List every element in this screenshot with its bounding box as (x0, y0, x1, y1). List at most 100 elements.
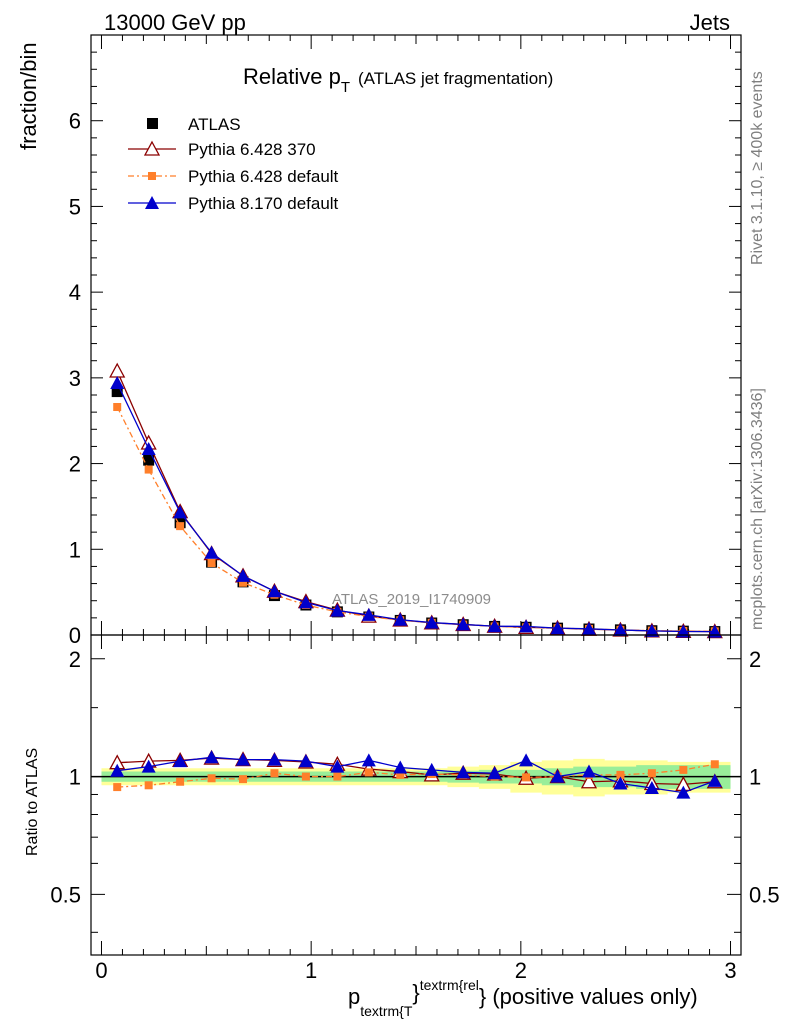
main-y-tick-label: 1 (69, 537, 81, 562)
ratio-point-pythia-6-428-default (301, 772, 310, 781)
ratio-series-pythia-8-170-default (110, 750, 722, 799)
ratio-point-pythia-8-170-default (173, 754, 188, 768)
x-tick-label: 2 (515, 958, 527, 983)
chart-title-subscript: T (341, 79, 350, 96)
ratio-point-pythia-6-428-default (207, 774, 216, 783)
ratio-point-pythia-8-170-default (393, 760, 408, 774)
data-point-pythia-8-170-default (267, 584, 282, 598)
ratio-point-pythia-6-428-default (364, 768, 373, 777)
ratio-y-axis-label: Ratio to ATLAS (24, 748, 41, 856)
ratio-point-pythia-8-170-default (267, 752, 282, 766)
ratio-point-pythia-8-170-default (456, 765, 471, 779)
x-axis-label-subscript: textrm{T (360, 1003, 413, 1019)
ratio-point-pythia-8-170-default (550, 769, 565, 783)
ratio-point-pythia-8-170-default (487, 766, 502, 780)
ratio-point-pythia-6-428-default (647, 769, 656, 778)
x-tick-label: 0 (95, 958, 107, 983)
ratio-point-pythia-8-170-default (613, 776, 628, 790)
ratio-line-pythia-8-170-default (117, 756, 716, 794)
x-axis-label-tail: } (positive values only) (479, 984, 698, 1009)
legend-marker-atlas (147, 118, 158, 129)
data-point-pythia-8-170-default (141, 442, 156, 455)
x-tick-label: 1 (305, 958, 317, 983)
ratio-point-pythia-8-170-default (110, 763, 125, 777)
x-axis-label: ptextrm{T}textrm{rel} (positive values o… (348, 977, 698, 1019)
x-tick-labels: 0 1 2 3 (95, 958, 736, 983)
ratio-point-pythia-6-428-default (239, 775, 248, 784)
data-point-pythia-8-170-default (393, 612, 408, 626)
mcplots-label: mcplots.cern.ch [arXiv:1306.3436] (749, 388, 766, 630)
analysis-watermark: ATLAS_2019_I1740909 (332, 591, 491, 608)
ratio-point-pythia-6-428-default (396, 770, 405, 779)
x-axis-label-main: p (348, 984, 360, 1009)
legend-label-atlas: ATLAS (188, 115, 241, 134)
ratio-point-pythia-8-170-default (361, 753, 376, 767)
ratio-point-pythia-8-170-default (424, 762, 439, 776)
data-point-pythia-6-428-370 (109, 362, 126, 378)
ratio-point-pythia-8-170-default (236, 752, 251, 766)
main-panel: 0 1 2 3 4 5 6 fraction/bin Relative pT (ATLAS j… (16, 34, 742, 648)
data-point-pythia-6-428-default (207, 559, 216, 567)
energy-label: 13000 GeV pp (104, 10, 246, 35)
data-point-pythia-6-428-default (144, 465, 153, 474)
ratio-point-pythia-8-170-default (204, 750, 219, 764)
ratio-y-tick-label: 0.5 (50, 882, 81, 907)
data-point-pythia-8-170-default (456, 617, 471, 631)
ratio-point-pythia-8-170-default (141, 759, 156, 773)
data-point-pythia-8-170-default (236, 568, 251, 582)
ratio-point-pythia-6-428-default (616, 770, 625, 779)
main-y-tick-label: 4 (69, 280, 81, 305)
ratio-y-tick-labels: 0.5 1 2 (50, 647, 81, 908)
ratio-point-pythia-6-428-default (176, 777, 185, 786)
main-y-tick-label: 2 (69, 452, 81, 477)
ratio-point-pythia-6-428-default (333, 772, 342, 781)
series-pythia-8-170-default (110, 376, 722, 638)
data-point-pythia-8-170-default (204, 545, 219, 559)
chart-title-suffix: (ATLAS jet fragmentation) (358, 69, 553, 88)
ratio-line-pythia-6-428-default (117, 763, 715, 788)
ratio-point-pythia-8-170-default (519, 753, 534, 767)
ratio-point-pythia-6-428-default (710, 760, 719, 769)
category-label: Jets (690, 10, 730, 35)
ratio-point-pythia-6-428-default (113, 783, 122, 792)
data-point-pythia-8-170-default (676, 624, 691, 638)
ratio-y-tick-label-right: 0.5 (749, 882, 780, 907)
data-point-pythia-8-170-default (581, 621, 596, 635)
x-axis-label-close-brace: } (412, 980, 419, 1005)
main-y-tick-label: 3 (69, 366, 81, 391)
ratio-point-pythia-6-428-370 (580, 773, 598, 789)
legend-marker-pythia6-default (148, 172, 156, 180)
ratio-series (109, 749, 723, 799)
legend-marker-pythia8-default (145, 196, 159, 209)
ratio-y-tick-labels-right: 0.5 1 2 (749, 647, 780, 908)
legend-label-pythia6-370: Pythia 6.428 370 (188, 140, 316, 159)
data-point-pythia-8-170-default (361, 607, 376, 621)
legend-entry-pythia8-default: Pythia 8.170 default (128, 194, 339, 213)
x-axis-label-superscript: textrm{rel (420, 977, 479, 993)
main-y-tick-label: 0 (69, 623, 81, 648)
legend-entry-atlas: ATLAS (147, 115, 241, 134)
legend: ATLAS Pythia 6.428 370 Pythia 6.428 defa… (128, 115, 339, 213)
data-point-pythia-8-170-default (487, 619, 502, 633)
x-tick-label: 3 (724, 958, 736, 983)
ratio-point-pythia-6-428-default (522, 773, 531, 782)
data-point-pythia-8-170-default (330, 603, 345, 617)
ratio-point-pythia-8-170-default (581, 764, 596, 778)
ratio-y-tick-label: 2 (69, 647, 81, 672)
ratio-frame (90, 634, 742, 956)
ratio-point-pythia-6-428-default (144, 781, 153, 790)
main-y-tick-label: 6 (69, 109, 81, 134)
legend-entry-pythia6-370: Pythia 6.428 370 (128, 140, 316, 159)
data-point-pythia-8-170-default (173, 505, 188, 519)
ratio-point-pythia-6-428-default (270, 769, 279, 778)
data-point-pythia-8-170-default (613, 623, 628, 637)
ratio-point-pythia-8-170-default (330, 759, 345, 773)
ratio-uncertainty-bands (101, 758, 731, 797)
ratio-y-tick-label-right: 2 (749, 647, 761, 672)
data-point-pythia-8-170-default (550, 621, 565, 635)
ratio-y-tick-label-right: 1 (749, 765, 761, 790)
ratio-point-pythia-8-170-default (298, 754, 313, 768)
legend-label-pythia6-default: Pythia 6.428 default (188, 167, 339, 186)
data-point-pythia-6-428-default (113, 403, 122, 411)
